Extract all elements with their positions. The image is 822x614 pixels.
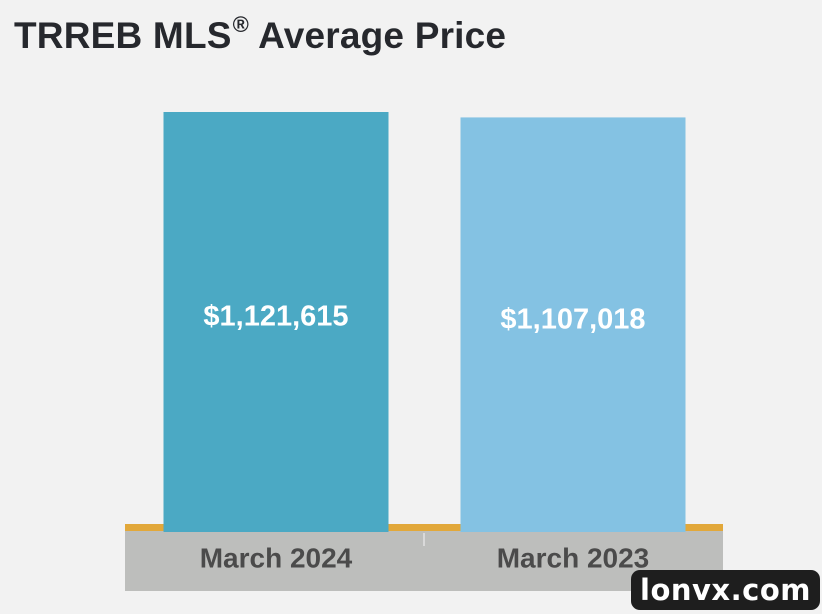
watermark-text: lonvx.com xyxy=(640,573,811,607)
x-tick-label-1: March 2024 xyxy=(200,542,353,573)
data-label-1: $1,121,615 xyxy=(203,301,348,333)
bar-1 xyxy=(163,112,389,532)
x-axis-baseline xyxy=(125,524,723,531)
data-label-2: $1,107,018 xyxy=(500,303,645,335)
watermark: lonvx.com xyxy=(631,570,820,610)
chart-title-main: TRREB MLS xyxy=(14,15,232,56)
chart-title: TRREB MLS® Average Price xyxy=(14,12,506,57)
registered-mark: ® xyxy=(232,12,250,37)
x-tick-label-2: March 2023 xyxy=(497,542,650,573)
chart-title-suffix: Average Price xyxy=(249,15,507,56)
bar-2 xyxy=(460,117,686,532)
